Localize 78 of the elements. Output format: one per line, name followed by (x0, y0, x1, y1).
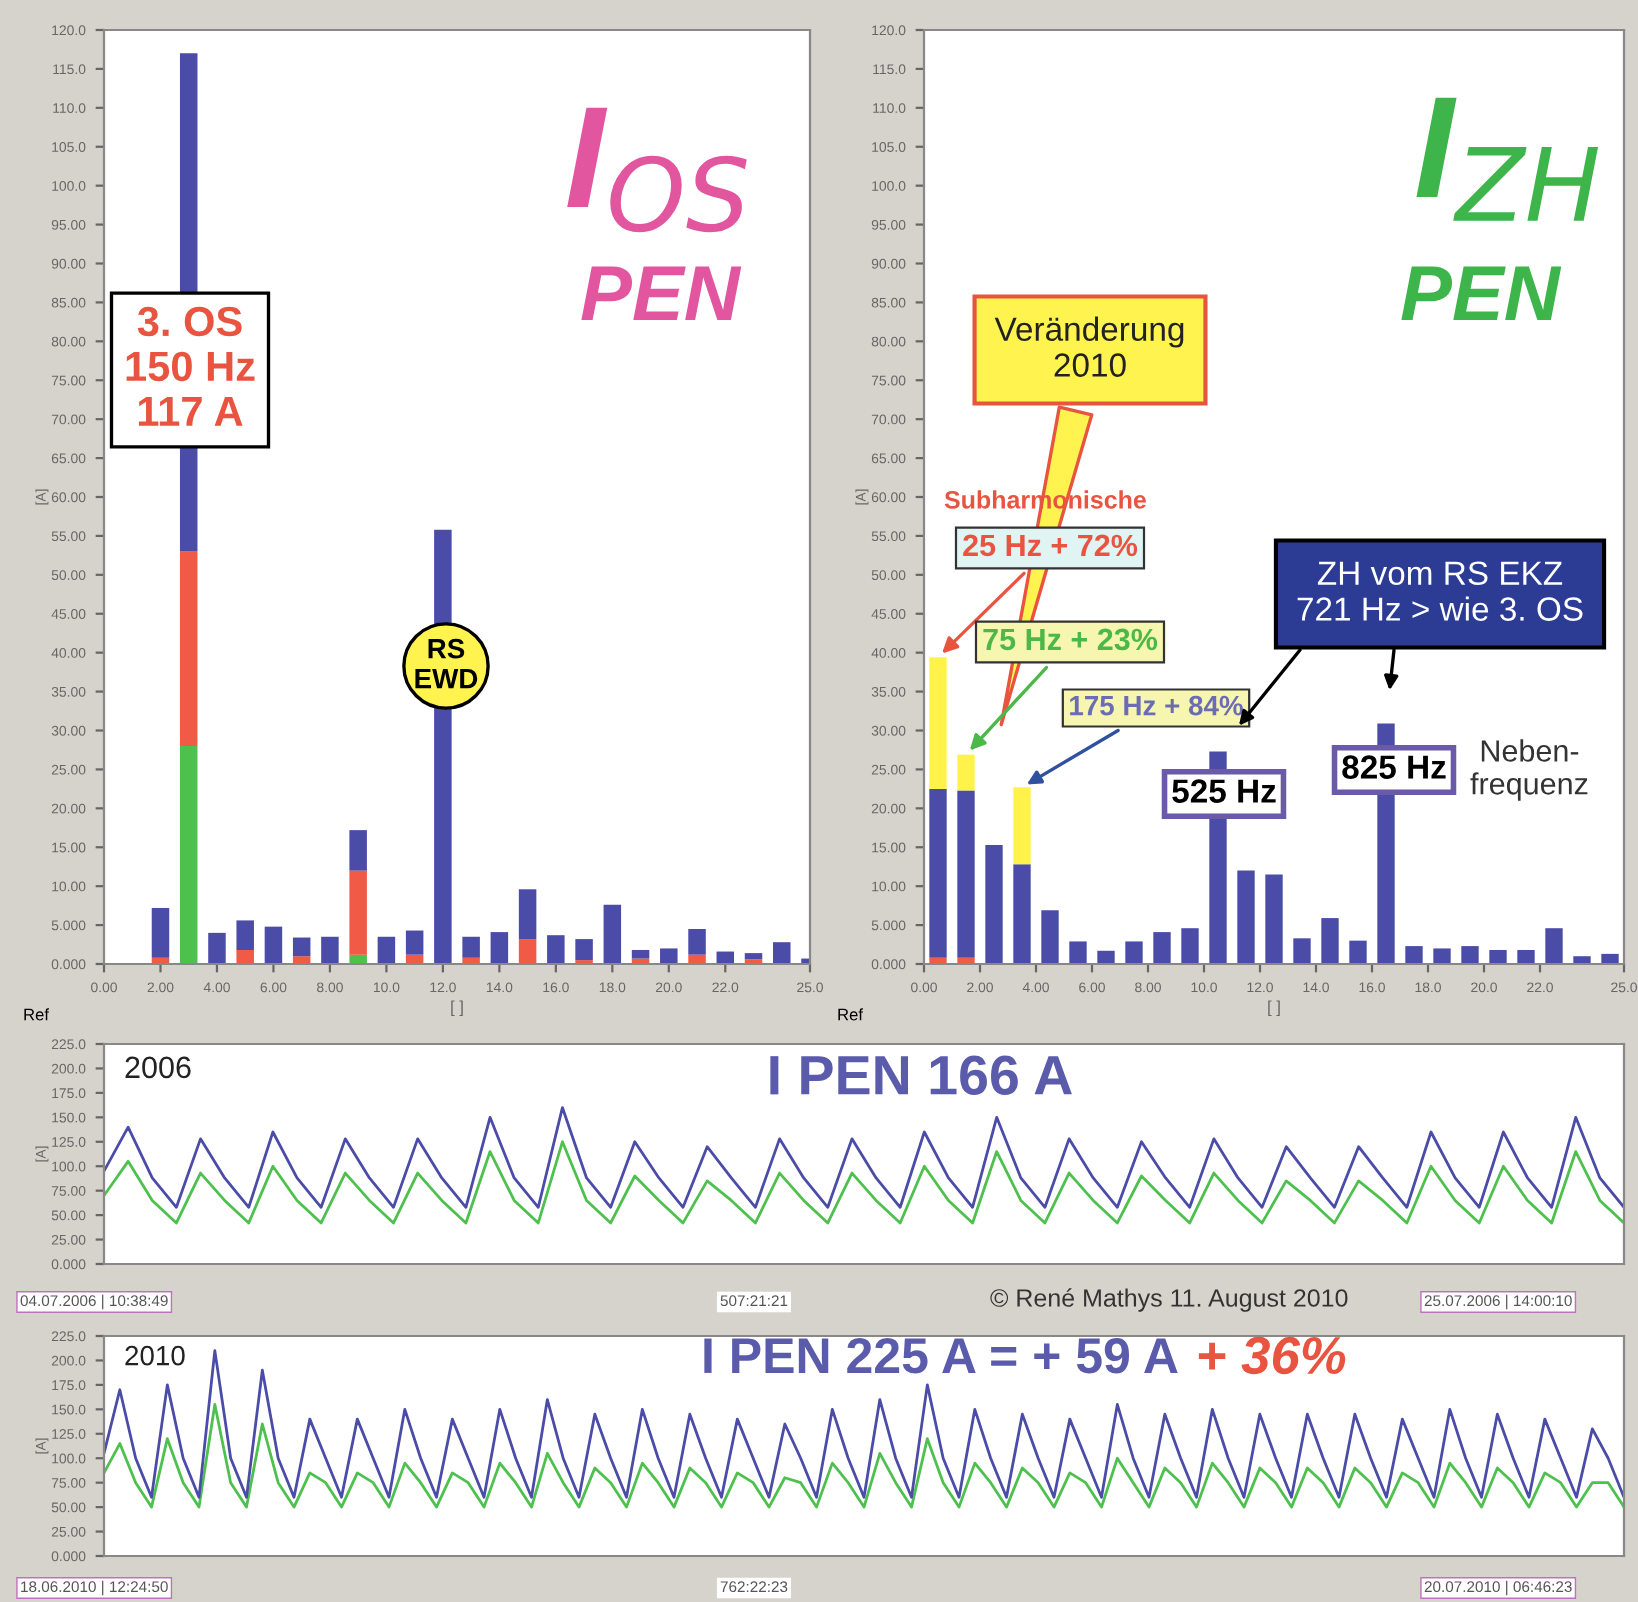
bar (744, 953, 763, 960)
chart-title: I PEN 166 A (770, 1055, 1072, 1095)
bar (660, 948, 678, 964)
bar (1573, 956, 1591, 964)
bar (349, 870, 367, 955)
bar (1265, 874, 1283, 964)
bar (688, 928, 706, 955)
bar (208, 932, 226, 964)
x-axis-title: [ ] (1268, 1000, 1280, 1017)
bar (1097, 950, 1115, 964)
bar (264, 926, 283, 964)
line-series (104, 1140, 1624, 1225)
bar (1349, 940, 1367, 964)
annotation: 3. OS 150 Hz 117 A (126, 306, 255, 426)
bar (929, 657, 947, 789)
text: Ref (24, 1008, 49, 1021)
annotation: 75 Hz + 23% (983, 628, 1158, 651)
chart-title: I PEN 225 A = + 59 A (704, 1338, 1178, 1374)
text: Ref (838, 1008, 863, 1021)
bar (929, 788, 947, 958)
annotation: Neben- frequenz (1470, 739, 1588, 801)
bar (349, 830, 367, 871)
bar (292, 937, 311, 957)
bar (151, 907, 170, 958)
annotation: 175 Hz + 84% (1070, 695, 1243, 716)
bar (1013, 864, 1031, 964)
bar (518, 889, 537, 940)
line-series (104, 1403, 1624, 1509)
chart-title: I$_{OS}$ (567, 107, 747, 233)
bar (985, 844, 1003, 964)
bar (1181, 928, 1199, 964)
bar (547, 935, 565, 964)
annotation: 825 Hz (1342, 755, 1446, 779)
bar (321, 936, 339, 964)
bar (1405, 946, 1423, 964)
annotation: 25 Hz + 72% (963, 534, 1138, 557)
annotation: Veränderung 2010 (994, 316, 1184, 377)
annotation: 2006 (125, 1056, 191, 1079)
bar (462, 936, 480, 958)
bar (236, 949, 254, 964)
annotation: + 36% (1198, 1336, 1346, 1375)
bar (1013, 787, 1031, 865)
chart-title: I$_{ZH}$ (1416, 97, 1599, 221)
bar (490, 932, 509, 964)
bar (518, 939, 537, 964)
bar (179, 551, 198, 747)
bar (1321, 918, 1339, 964)
bar (1153, 932, 1171, 964)
bar (957, 754, 975, 791)
bar (1433, 948, 1451, 964)
bar (179, 746, 198, 964)
annotation: 525 Hz (1172, 779, 1276, 803)
bar (631, 949, 650, 959)
bar (1237, 870, 1255, 964)
text: PEN (581, 266, 742, 321)
annotation: ZH vom RS EKZ 721 Hz > wie 3. OS (1297, 561, 1583, 621)
bar (603, 904, 622, 964)
bar (377, 936, 396, 964)
bar (1125, 941, 1143, 964)
line-series (104, 1106, 1624, 1209)
bar (1517, 949, 1535, 964)
bar (405, 930, 424, 955)
bar (957, 790, 975, 958)
x-axis-title: [ ] (451, 1000, 463, 1017)
bar (1601, 953, 1619, 964)
annotation: RS EWD (415, 638, 478, 689)
bar (1293, 938, 1311, 964)
bar (1489, 949, 1507, 964)
bar (1461, 946, 1479, 964)
text: PEN (1401, 266, 1562, 321)
bar (1069, 941, 1087, 964)
bar (773, 942, 791, 964)
bar (1545, 928, 1563, 964)
bar (236, 920, 254, 950)
bar (1041, 910, 1059, 964)
bar (575, 939, 593, 961)
annotation: 2010 (125, 1345, 185, 1366)
text: © René Mathys 11. August 2010 (990, 1288, 1348, 1312)
